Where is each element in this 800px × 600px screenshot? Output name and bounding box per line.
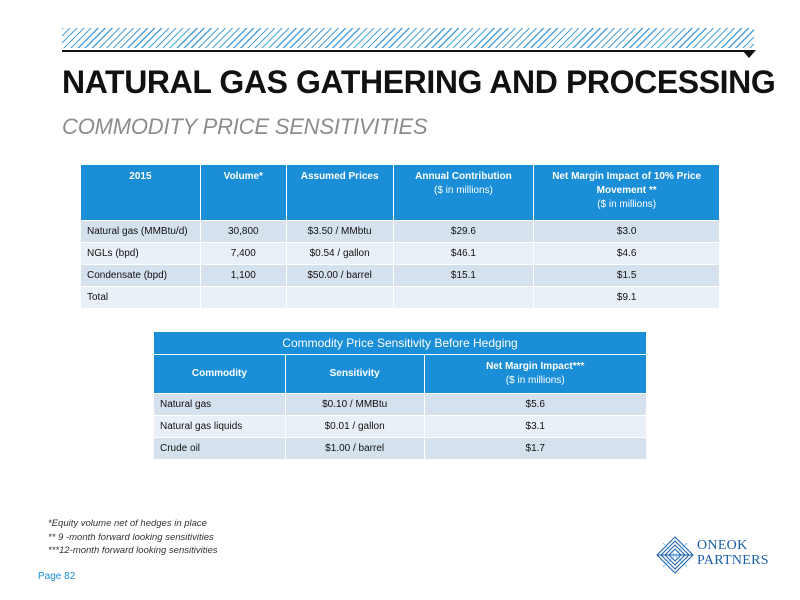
page-subtitle: COMMODITY PRICE SENSITIVITIES bbox=[62, 114, 428, 139]
table-row: Natural gas (MMBtu/d) 30,800 $3.50 / MMb… bbox=[80, 220, 720, 243]
oneok-diamond-logo-icon bbox=[656, 536, 694, 574]
cell-volume: 1,100 bbox=[199, 264, 287, 287]
table-header-row: Commodity Sensitivity Net Margin Impact*… bbox=[153, 354, 648, 394]
cell-contribution: $15.1 bbox=[392, 264, 535, 287]
col-header-annual-contribution: Annual Contribution ($ in millions) bbox=[392, 164, 535, 221]
table-header-row: 2015 Volume* Assumed Prices Annual Contr… bbox=[80, 164, 720, 221]
cell-price: $50.00 / barrel bbox=[285, 264, 394, 287]
col-header-net-margin-impact: Net Margin Impact of 10% Price Movement … bbox=[533, 164, 720, 221]
col-header-sensitivity: Sensitivity bbox=[284, 354, 425, 394]
logo-line-1: ONEOK bbox=[697, 538, 748, 553]
decorative-hatch-bar bbox=[62, 28, 754, 48]
table-row: Natural gas $0.10 / MMBtu $5.6 bbox=[153, 393, 648, 416]
cell-impact: $1.5 bbox=[533, 264, 720, 287]
table-row-total: Total $9.1 bbox=[80, 286, 720, 309]
hedging-sensitivity-table: Commodity Price Sensitivity Before Hedgi… bbox=[153, 331, 648, 460]
cell-label: Total bbox=[80, 286, 201, 309]
cell-impact: $3.1 bbox=[423, 415, 648, 438]
cell-contribution: $46.1 bbox=[392, 242, 535, 265]
rule-arrow-icon bbox=[742, 50, 756, 58]
cell-label: Natural gas (MMBtu/d) bbox=[80, 220, 201, 243]
cell-sensitivity: $1.00 / barrel bbox=[284, 437, 425, 460]
table-row: Crude oil $1.00 / barrel $1.7 bbox=[153, 437, 648, 460]
table-row: NGLs (bpd) 7,400 $0.54 / gallon $46.1 $4… bbox=[80, 242, 720, 265]
cell-commodity: Natural gas liquids bbox=[153, 415, 286, 438]
cell-impact: $9.1 bbox=[533, 286, 720, 309]
cell-price: $3.50 / MMbtu bbox=[285, 220, 394, 243]
col-header-commodity: Commodity bbox=[153, 354, 286, 394]
col-header-volume: Volume* bbox=[199, 164, 287, 221]
cell-contribution: $29.6 bbox=[392, 220, 535, 243]
cell-commodity: Crude oil bbox=[153, 437, 286, 460]
cell-price bbox=[285, 286, 394, 309]
header-rule bbox=[62, 50, 744, 52]
logo-line-2: PARTNERS bbox=[697, 553, 769, 568]
cell-contribution bbox=[392, 286, 535, 309]
cell-label: NGLs (bpd) bbox=[80, 242, 201, 265]
cell-volume: 7,400 bbox=[199, 242, 287, 265]
footnotes: *Equity volume net of hedges in place **… bbox=[48, 517, 218, 558]
footnote: ***12-month forward looking sensitivitie… bbox=[48, 545, 218, 556]
page-title: NATURAL GAS GATHERING AND PROCESSING bbox=[62, 64, 776, 100]
cell-volume: 30,800 bbox=[199, 220, 287, 243]
cell-price: $0.54 / gallon bbox=[285, 242, 394, 265]
footnote: *Equity volume net of hedges in place bbox=[48, 518, 207, 529]
cell-commodity: Natural gas bbox=[153, 393, 286, 416]
col-header-year: 2015 bbox=[80, 164, 201, 221]
table-row: Natural gas liquids $0.01 / gallon $3.1 bbox=[153, 415, 648, 438]
col-header-net-margin-impact: Net Margin Impact*** ($ in millions) bbox=[423, 354, 648, 394]
cell-sensitivity: $0.01 / gallon bbox=[284, 415, 425, 438]
cell-sensitivity: $0.10 / MMBtu bbox=[284, 393, 425, 416]
cell-impact: $4.6 bbox=[533, 242, 720, 265]
footnote: ** 9 -month forward looking sensitivitie… bbox=[48, 531, 214, 543]
cell-label: Condensate (bpd) bbox=[80, 264, 201, 287]
sensitivity-table: 2015 Volume* Assumed Prices Annual Contr… bbox=[80, 164, 720, 309]
col-header-assumed-prices: Assumed Prices bbox=[285, 164, 394, 221]
page-number: Page 82 bbox=[38, 571, 76, 582]
cell-impact: $5.6 bbox=[423, 393, 648, 416]
logo-wordmark: ONEOK PARTNERS bbox=[697, 538, 769, 568]
table-caption: Commodity Price Sensitivity Before Hedgi… bbox=[153, 331, 647, 355]
cell-impact: $1.7 bbox=[423, 437, 648, 460]
table-caption-row: Commodity Price Sensitivity Before Hedgi… bbox=[153, 331, 647, 355]
cell-impact: $3.0 bbox=[533, 220, 720, 243]
cell-volume bbox=[199, 286, 287, 309]
table-row: Condensate (bpd) 1,100 $50.00 / barrel $… bbox=[80, 264, 720, 287]
